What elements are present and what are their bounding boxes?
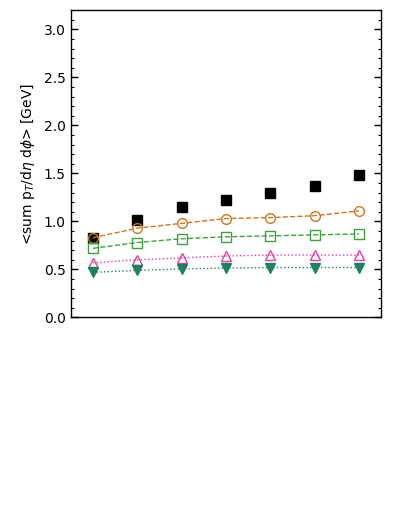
Y-axis label: <sum p$_T$/d$\eta$ d$\phi$> [GeV]: <sum p$_T$/d$\eta$ d$\phi$> [GeV]	[19, 83, 37, 245]
